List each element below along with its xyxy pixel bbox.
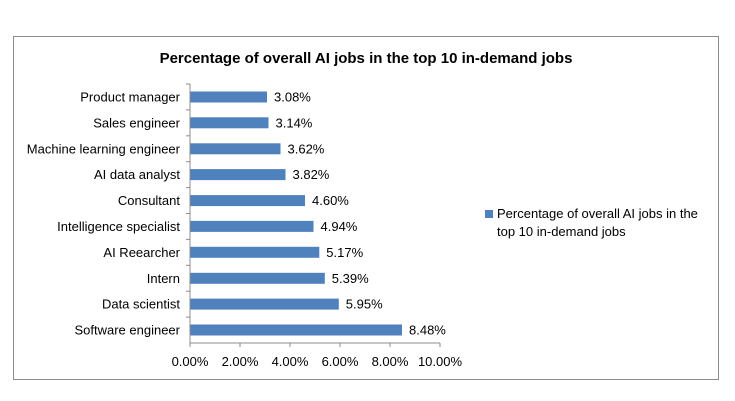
value-label: 4.94% [321, 219, 358, 234]
plot-area: Product manager 3.08% Sales engineer 3.14% M… [27, 83, 463, 369]
category-label: AI Reearcher [103, 245, 180, 260]
chart-frame [13, 36, 719, 380]
bar [190, 272, 325, 284]
x-tick-label: 10.00% [418, 354, 463, 369]
value-label: 3.14% [276, 115, 313, 130]
x-tick-label: 6.00% [322, 354, 359, 369]
category-label: Consultant [118, 193, 181, 208]
bar [190, 117, 269, 129]
bar [190, 169, 286, 181]
category-label: Intelligence specialist [57, 219, 180, 234]
value-label: 5.95% [346, 297, 383, 312]
x-tick-label: 4.00% [272, 354, 309, 369]
category-label: Machine learning engineer [27, 141, 181, 156]
bar [190, 246, 320, 258]
bar [190, 195, 305, 207]
bar [190, 298, 339, 310]
category-label: Sales engineer [93, 115, 180, 130]
value-label: 5.17% [326, 245, 363, 260]
category-label: Intern [147, 271, 180, 286]
value-label: 8.48% [409, 323, 446, 338]
value-label: 3.08% [274, 90, 311, 105]
legend-label-line-2: top 10 in-demand jobs [497, 224, 626, 239]
x-tick-label: 0.00% [172, 354, 209, 369]
value-label: 5.39% [332, 271, 369, 286]
bar [190, 324, 402, 336]
legend: Percentage of overall AI jobs in the top… [485, 206, 698, 239]
bar [190, 91, 267, 103]
legend-label-line-1: Percentage of overall AI jobs in the [497, 206, 698, 221]
bar [190, 143, 281, 155]
category-label: Data scientist [102, 297, 180, 312]
chart-title: Percentage of overall AI jobs in the top… [160, 50, 573, 67]
value-label: 3.62% [288, 141, 325, 156]
x-tick-label: 8.00% [372, 354, 409, 369]
category-label: AI data analyst [94, 167, 180, 182]
value-label: 4.60% [312, 193, 349, 208]
x-tick-label: 2.00% [222, 354, 259, 369]
value-label: 3.82% [293, 167, 330, 182]
category-label: Product manager [80, 90, 180, 105]
category-label: Software engineer [74, 323, 180, 338]
legend-swatch [485, 210, 493, 218]
bar [190, 220, 314, 232]
